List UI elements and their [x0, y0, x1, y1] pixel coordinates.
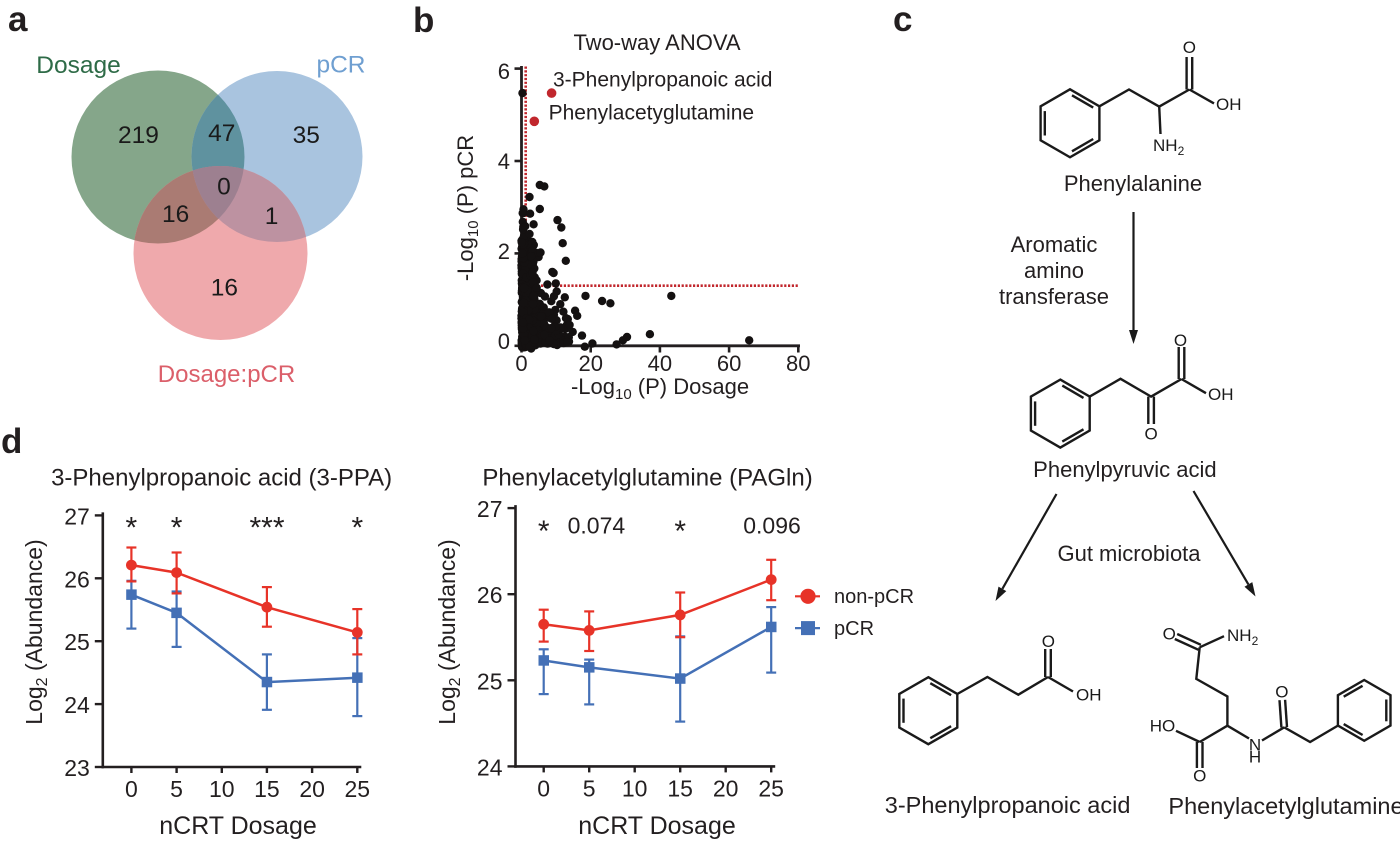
- svg-text:15: 15: [254, 776, 280, 802]
- svg-text:3-Phenylpropanoic acid (3-PPA): 3-Phenylpropanoic acid (3-PPA): [51, 464, 392, 491]
- svg-text:nCRT Dosage: nCRT Dosage: [578, 812, 736, 840]
- svg-text:40: 40: [648, 351, 672, 376]
- svg-text:d: d: [1, 422, 22, 461]
- svg-text:HO: HO: [1150, 717, 1176, 736]
- svg-text:27: 27: [477, 496, 503, 522]
- svg-text:N: N: [1249, 736, 1261, 755]
- svg-text:0: 0: [537, 775, 550, 801]
- svg-text:25: 25: [477, 668, 503, 694]
- svg-text:Phenylpyruvic acid: Phenylpyruvic acid: [1033, 457, 1216, 482]
- svg-text:24: 24: [477, 754, 503, 780]
- svg-text:60: 60: [717, 351, 741, 376]
- svg-text:OH: OH: [1076, 686, 1102, 705]
- svg-text:24: 24: [64, 692, 90, 718]
- svg-text:OH: OH: [1208, 385, 1234, 404]
- svg-text:O: O: [1163, 625, 1176, 644]
- svg-text:0: 0: [217, 174, 231, 201]
- svg-text:transferase: transferase: [999, 284, 1109, 309]
- svg-text:*: *: [538, 515, 550, 548]
- svg-text:10: 10: [209, 776, 235, 802]
- svg-text:Gut microbiota: Gut microbiota: [1057, 541, 1201, 566]
- svg-text:0: 0: [498, 329, 510, 354]
- svg-text:25: 25: [758, 775, 784, 801]
- svg-text:Dosage:pCR: Dosage:pCR: [158, 361, 295, 388]
- svg-text:23: 23: [64, 755, 90, 781]
- svg-text:0: 0: [515, 351, 527, 376]
- svg-text:27: 27: [64, 503, 90, 529]
- svg-text:26: 26: [64, 566, 90, 592]
- svg-text:b: b: [413, 1, 434, 40]
- svg-text:O: O: [1183, 38, 1196, 57]
- svg-text:20: 20: [578, 351, 602, 376]
- svg-text:nCRT Dosage: nCRT Dosage: [159, 812, 317, 840]
- svg-text:Dosage: Dosage: [36, 52, 120, 79]
- svg-text:pCR: pCR: [316, 52, 365, 79]
- svg-text:2: 2: [498, 239, 510, 264]
- svg-text:O: O: [1193, 767, 1206, 786]
- svg-text:219: 219: [118, 122, 159, 149]
- svg-text:O: O: [1275, 683, 1288, 702]
- svg-text:O: O: [1144, 425, 1157, 444]
- svg-text:Phenylacetylglutamine (PAGln): Phenylacetylglutamine (PAGln): [482, 464, 812, 491]
- svg-text:Phenylalanine: Phenylalanine: [1064, 171, 1202, 196]
- svg-text:Two-way ANOVA: Two-way ANOVA: [573, 30, 740, 55]
- svg-text:3-Phenylpropanoic acid: 3-Phenylpropanoic acid: [885, 792, 1131, 818]
- svg-text:a: a: [8, 0, 28, 39]
- svg-text:1: 1: [265, 203, 279, 230]
- svg-text:Log2 (Abundance): Log2 (Abundance): [434, 539, 464, 724]
- svg-text:16: 16: [162, 201, 189, 228]
- svg-text:16: 16: [211, 275, 238, 302]
- svg-text:20: 20: [299, 776, 325, 802]
- svg-text:-Log10 (P) pCR: -Log10 (P) pCR: [453, 135, 482, 281]
- svg-text:4: 4: [498, 149, 510, 174]
- svg-text:Phenylacetyglutamine: Phenylacetyglutamine: [549, 102, 754, 125]
- svg-text:O: O: [1042, 632, 1055, 651]
- svg-text:80: 80: [786, 351, 810, 376]
- svg-text:20: 20: [713, 775, 739, 801]
- svg-text:*: *: [674, 515, 686, 548]
- svg-text:c: c: [893, 0, 912, 39]
- svg-text:*: *: [171, 512, 183, 545]
- svg-text:***: ***: [249, 512, 284, 545]
- svg-text:NH2: NH2: [1153, 136, 1185, 158]
- svg-text:pCR: pCR: [834, 618, 874, 640]
- svg-text:25: 25: [345, 776, 371, 802]
- svg-text:Phenylacetylglutamine: Phenylacetylglutamine: [1168, 793, 1400, 819]
- svg-text:3-Phenylpropanoic acid: 3-Phenylpropanoic acid: [553, 68, 772, 91]
- svg-text:H: H: [1249, 748, 1261, 767]
- svg-text:O: O: [1174, 331, 1187, 350]
- svg-text:15: 15: [667, 775, 693, 801]
- svg-text:*: *: [126, 512, 138, 545]
- svg-text:Log2 (Abundance): Log2 (Abundance): [21, 539, 51, 724]
- svg-text:0: 0: [125, 776, 138, 802]
- svg-text:35: 35: [293, 122, 320, 149]
- svg-text:10: 10: [622, 775, 648, 801]
- svg-text:5: 5: [583, 775, 596, 801]
- svg-text:amino: amino: [1024, 258, 1084, 283]
- svg-text:26: 26: [477, 582, 503, 608]
- svg-text:0.074: 0.074: [568, 513, 626, 539]
- svg-text:-Log10 (P) Dosage: -Log10 (P) Dosage: [571, 374, 749, 403]
- svg-text:25: 25: [64, 629, 90, 655]
- svg-text:Aromatic: Aromatic: [1011, 232, 1098, 257]
- svg-text:non-pCR: non-pCR: [834, 586, 914, 608]
- svg-text:6: 6: [498, 59, 510, 84]
- svg-text:0.096: 0.096: [743, 513, 801, 539]
- svg-text:47: 47: [208, 120, 235, 147]
- svg-text:5: 5: [170, 776, 183, 802]
- svg-text:OH: OH: [1216, 95, 1242, 114]
- svg-text:*: *: [352, 512, 364, 545]
- svg-text:NH2: NH2: [1227, 626, 1259, 648]
